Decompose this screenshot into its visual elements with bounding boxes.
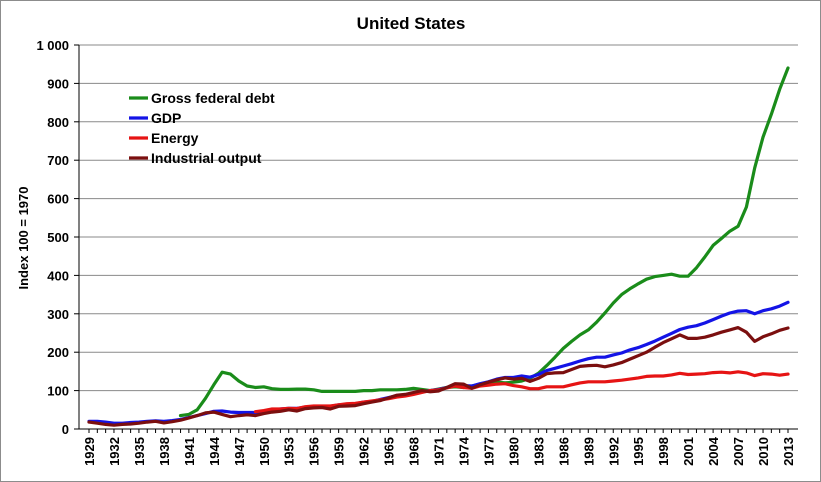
y-axis-label: Index 100 = 1970 [16,187,31,290]
x-tick-label: 2001 [681,437,696,466]
x-tick-label: 1992 [606,437,621,466]
y-tick-label: 800 [47,115,69,130]
x-tick-label: 1983 [531,437,546,466]
y-tick-label: 400 [47,268,69,283]
x-tick-label: 1968 [407,437,422,466]
x-tick-label: 1938 [157,437,172,466]
x-tick-label: 2007 [731,437,746,466]
x-tick-label: 1971 [432,437,447,466]
x-tick-label: 1959 [332,437,347,466]
x-tick-label: 1953 [282,437,297,466]
chart-title: United States [357,14,466,33]
x-tick-label: 1998 [656,437,671,466]
legend-label: Energy [151,130,199,146]
x-tick-label: 2013 [781,437,796,466]
x-tick-label: 1962 [357,437,372,466]
gridlines [79,44,798,392]
x-tick-label: 1941 [182,437,197,466]
axes: 0 100 200 300 400 500 600 700 800 900 1 000 1929 193… [36,38,798,466]
y-tick-label: 1 000 [36,38,69,53]
x-tick-label: 1995 [631,437,646,466]
legend: Gross federal debt GDP Energy Industrial ou… [129,90,275,166]
y-tick-label: 500 [47,230,69,245]
series-line-1 [87,300,790,425]
x-tick-label: 1950 [257,437,272,466]
y-tick-label: 100 [47,384,69,399]
x-tick-label: 2004 [706,436,721,466]
x-tick-label: 1947 [232,437,247,466]
y-tick-label: 300 [47,307,69,322]
x-tick-label: 1986 [556,437,571,466]
x-tick-label: 1977 [481,437,496,466]
series-line-0 [178,66,790,418]
y-tick-label: 900 [47,76,69,91]
x-tick-label: 1929 [82,437,97,466]
y-tick-label: 0 [62,422,69,437]
series-lines [87,66,790,427]
y-tick-label: 600 [47,192,69,207]
legend-label: Industrial output [151,150,262,166]
x-tick-label: 1974 [456,436,471,466]
series-line-2 [253,370,790,414]
x-tick-label: 1932 [107,437,122,466]
x-tick-label: 1965 [382,437,397,466]
series-line-3 [87,326,790,427]
x-tick-label: 1944 [207,436,222,466]
legend-label: GDP [151,110,181,126]
x-tick-label: 1935 [132,437,147,466]
y-tick-label: 700 [47,153,69,168]
x-tick-label: 1980 [506,437,521,466]
y-tick-label: 200 [47,345,69,360]
x-tick-label: 1956 [307,437,322,466]
x-tick-label: 1989 [581,437,596,466]
legend-label: Gross federal debt [151,90,275,106]
x-tick-label: 2010 [756,437,771,466]
